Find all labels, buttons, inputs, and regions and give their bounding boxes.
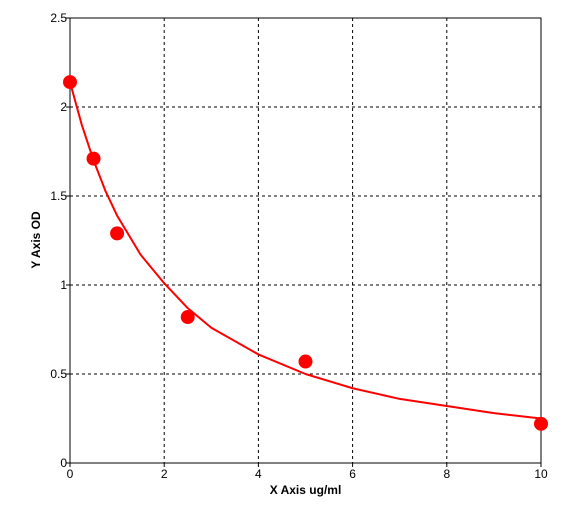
x-tick-label: 8 <box>443 467 450 481</box>
x-tick-label: 6 <box>349 467 356 481</box>
x-tick-label: 10 <box>534 467 548 481</box>
y-tick-label: 1 <box>60 278 67 292</box>
y-tick-label: 0 <box>60 456 67 470</box>
grid-layer <box>70 18 541 463</box>
data-point <box>86 151 101 166</box>
plot-frame <box>69 17 542 464</box>
x-axis-title: X Axis ug/ml <box>270 483 342 497</box>
data-point <box>534 416 548 431</box>
data-point <box>63 75 77 90</box>
x-tick-label: 2 <box>161 467 168 481</box>
data-point <box>298 354 313 369</box>
fit-curve-line <box>69 81 542 420</box>
curve-layer <box>69 81 542 420</box>
x-tick-label: 4 <box>255 467 262 481</box>
y-tick-label: 1.5 <box>50 189 67 203</box>
data-point <box>180 310 195 325</box>
y-tick-label: 2.5 <box>50 11 67 25</box>
y-tick-label: 2 <box>60 100 67 114</box>
x-tick-label: 0 <box>67 467 74 481</box>
y-axis-title: Y Axis OD <box>29 211 43 269</box>
tick-layer: 0 2 4 6 8 10 0 0.5 1 1.5 2 2.5 <box>50 11 548 481</box>
points-layer <box>63 75 548 431</box>
y-tick-label: 0.5 <box>50 367 67 381</box>
data-point <box>110 226 125 241</box>
